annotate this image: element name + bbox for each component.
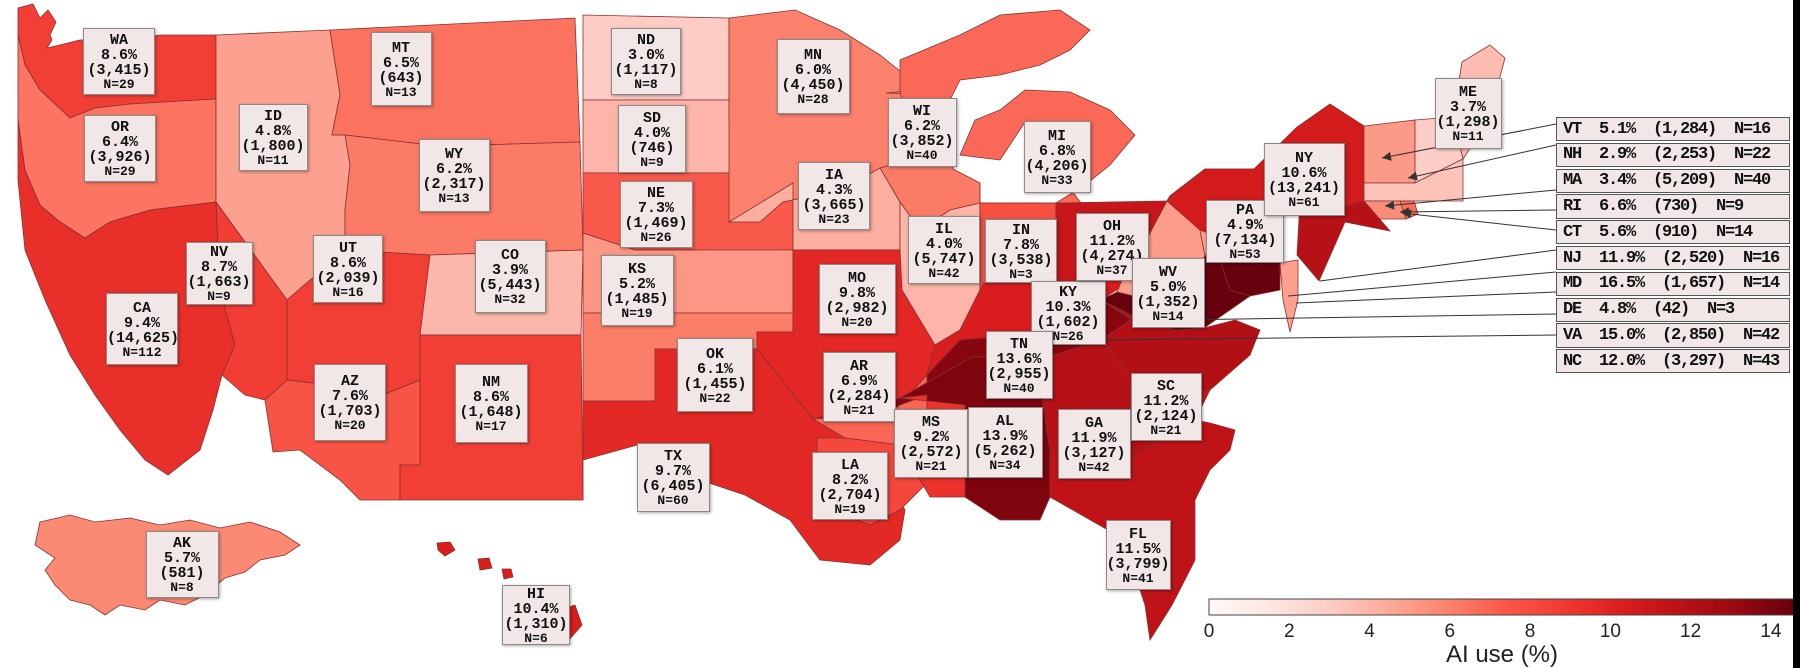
svg-text:10: 10 bbox=[1600, 621, 1621, 642]
svg-text:12: 12 bbox=[1680, 621, 1701, 642]
svg-text:8: 8 bbox=[1525, 621, 1536, 642]
svg-text:14: 14 bbox=[1760, 621, 1782, 642]
svg-text:6: 6 bbox=[1445, 621, 1456, 642]
svg-text:2: 2 bbox=[1284, 621, 1295, 642]
svg-text:0: 0 bbox=[1204, 621, 1215, 642]
svg-text:4: 4 bbox=[1364, 621, 1375, 642]
